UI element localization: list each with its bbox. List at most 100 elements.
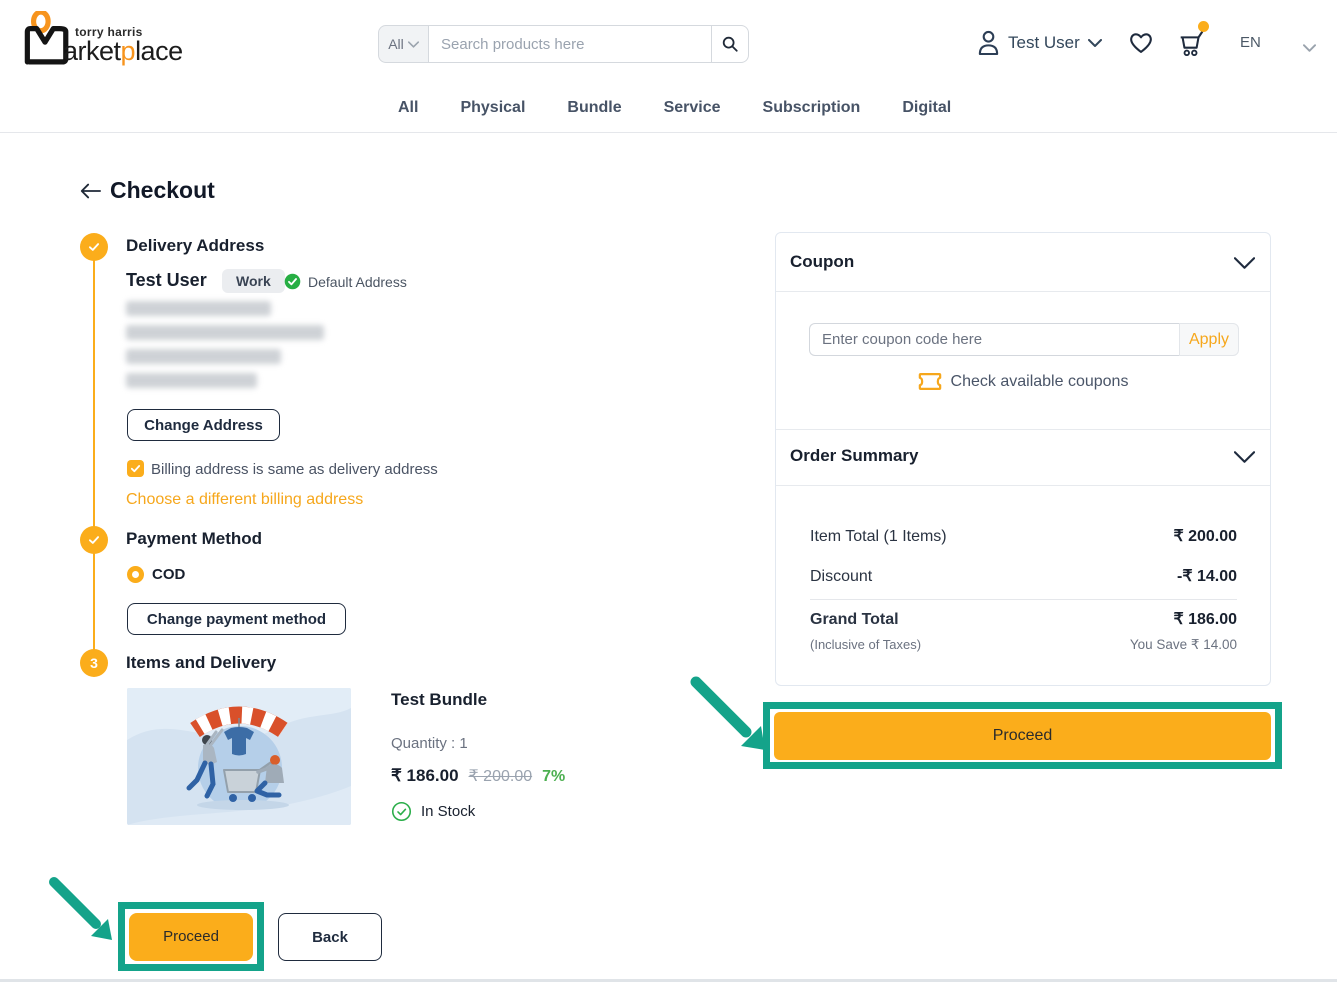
tab-all[interactable]: All bbox=[398, 99, 419, 116]
check-coupons-label: Check available coupons bbox=[950, 372, 1129, 390]
summary-row-item-total: Item Total (1 Items) ₹ 200.00 bbox=[810, 526, 1237, 546]
step-1-check-circle bbox=[80, 233, 108, 261]
item-total-value: ₹ 200.00 bbox=[1173, 528, 1237, 545]
chevron-down-icon bbox=[1233, 451, 1256, 463]
tab-subscription[interactable]: Subscription bbox=[762, 99, 861, 116]
coupon-heading: Coupon bbox=[790, 252, 855, 271]
step-3-number-circle: 3 bbox=[80, 649, 108, 677]
coupon-code-input[interactable] bbox=[809, 323, 1179, 356]
payment-method-heading: Payment Method bbox=[126, 529, 263, 548]
back-arrow-icon[interactable] bbox=[79, 182, 101, 205]
check-icon bbox=[88, 243, 100, 251]
chevron-down-icon bbox=[407, 40, 419, 48]
chevron-down-icon bbox=[1087, 38, 1102, 47]
brand-name-word: arketplace bbox=[63, 36, 183, 66]
chevron-down-icon bbox=[1303, 44, 1316, 52]
panel-divider bbox=[776, 429, 1270, 430]
check-circle-icon bbox=[284, 273, 301, 290]
language-chevron[interactable] bbox=[1303, 39, 1316, 57]
back-button[interactable]: Back bbox=[278, 913, 382, 961]
language-selector[interactable]: EN bbox=[1240, 34, 1261, 51]
brand-logo[interactable]: torry harris arketplace bbox=[20, 11, 183, 65]
footer-divider bbox=[0, 979, 1337, 982]
apply-coupon-button[interactable]: Apply bbox=[1179, 323, 1239, 356]
grand-total-label: Grand Total bbox=[810, 611, 899, 628]
items-delivery-heading: Items and Delivery bbox=[126, 653, 277, 672]
account-menu[interactable]: Test User bbox=[977, 29, 1102, 56]
inclusive-taxes-note: (Inclusive of Taxes) bbox=[810, 637, 922, 652]
billing-same-checkbox[interactable] bbox=[127, 460, 144, 477]
default-address-label: Default Address bbox=[308, 273, 407, 290]
stock-label: In Stock bbox=[421, 803, 476, 820]
in-stock-check-icon bbox=[391, 801, 412, 822]
stock-status: In Stock bbox=[391, 801, 475, 822]
order-summary-collapse-chevron[interactable] bbox=[1233, 450, 1256, 468]
recipient-name: Test User bbox=[126, 270, 207, 290]
change-payment-button[interactable]: Change payment method bbox=[127, 603, 346, 635]
product-discount-percent: 7% bbox=[542, 768, 566, 785]
tab-digital[interactable]: Digital bbox=[902, 99, 952, 116]
coupon-ticket-icon bbox=[918, 373, 941, 390]
brand-name-small: torry harris bbox=[75, 25, 143, 39]
check-available-coupons-link[interactable]: Check available coupons bbox=[776, 372, 1270, 391]
default-address-badge: Default Address bbox=[284, 273, 407, 290]
discount-value: -₹ 14.00 bbox=[1177, 568, 1237, 585]
search-icon bbox=[722, 36, 738, 52]
product-original-price: ₹ 200.00 bbox=[468, 768, 533, 785]
check-icon bbox=[88, 536, 100, 544]
search-button[interactable] bbox=[712, 25, 749, 63]
cart-icon bbox=[1180, 30, 1204, 57]
search-category-select[interactable]: All bbox=[378, 25, 428, 63]
annotation-arrow bbox=[690, 676, 765, 750]
step-connector-line bbox=[93, 247, 95, 663]
tab-physical[interactable]: Physical bbox=[460, 99, 526, 116]
grand-total-value: ₹ 186.00 bbox=[1173, 611, 1237, 628]
address-line-redacted bbox=[126, 349, 281, 364]
item-total-label: Item Total (1 Items) bbox=[810, 528, 947, 545]
change-address-button[interactable]: Change Address bbox=[127, 409, 280, 441]
chevron-down-icon bbox=[1233, 257, 1256, 269]
discount-label: Discount bbox=[810, 568, 873, 585]
search-input[interactable] bbox=[428, 25, 712, 63]
address-line-redacted bbox=[126, 325, 324, 340]
proceed-button-summary[interactable]: Proceed bbox=[774, 711, 1271, 760]
wishlist-button[interactable] bbox=[1128, 31, 1154, 59]
billing-checkbox-label: Billing address is same as delivery addr… bbox=[151, 461, 438, 478]
address-line-redacted bbox=[126, 301, 271, 316]
different-billing-address-link[interactable]: Choose a different billing address bbox=[126, 491, 364, 508]
address-tag-badge: Work bbox=[222, 269, 285, 293]
order-summary-heading: Order Summary bbox=[790, 446, 919, 465]
panel-divider bbox=[776, 291, 1270, 292]
tab-bundle[interactable]: Bundle bbox=[567, 99, 622, 116]
summary-panel: Coupon Apply Check available coupons Ord… bbox=[775, 232, 1271, 686]
you-save-note: You Save ₹ 14.00 bbox=[1129, 637, 1237, 652]
tab-service[interactable]: Service bbox=[663, 99, 721, 116]
cod-radio[interactable] bbox=[127, 566, 144, 583]
check-icon bbox=[130, 465, 141, 473]
page-title: Checkout bbox=[110, 177, 215, 203]
product-quantity: Quantity : 1 bbox=[391, 735, 468, 752]
delivery-address-heading: Delivery Address bbox=[126, 236, 265, 255]
product-image[interactable] bbox=[127, 688, 351, 825]
proceed-button-bottom[interactable]: Proceed bbox=[129, 912, 253, 961]
search-bar: All bbox=[378, 25, 749, 63]
heart-icon bbox=[1130, 33, 1152, 53]
cart-button[interactable] bbox=[1176, 21, 1209, 64]
annotation-arrow bbox=[49, 877, 112, 940]
brand-name: torry harris arketplace bbox=[63, 26, 183, 65]
annotation-highlight-box: Proceed bbox=[118, 902, 264, 971]
address-line-redacted bbox=[126, 373, 257, 388]
cod-label: COD bbox=[152, 566, 186, 583]
brand-bag-icon bbox=[24, 11, 69, 65]
step-3-number: 3 bbox=[90, 655, 98, 671]
panel-divider bbox=[776, 485, 1270, 486]
annotation-highlight-box: Proceed bbox=[763, 702, 1282, 769]
product-illustration bbox=[127, 688, 351, 825]
account-user-name: Test User bbox=[1008, 32, 1080, 52]
product-price-row: ₹ 186.00 ₹ 200.00 7% bbox=[391, 766, 565, 786]
product-price: ₹ 186.00 bbox=[391, 766, 459, 785]
cart-badge-dot bbox=[1198, 21, 1209, 32]
search-category-value: All bbox=[388, 36, 404, 52]
coupon-collapse-chevron[interactable] bbox=[1233, 256, 1256, 274]
